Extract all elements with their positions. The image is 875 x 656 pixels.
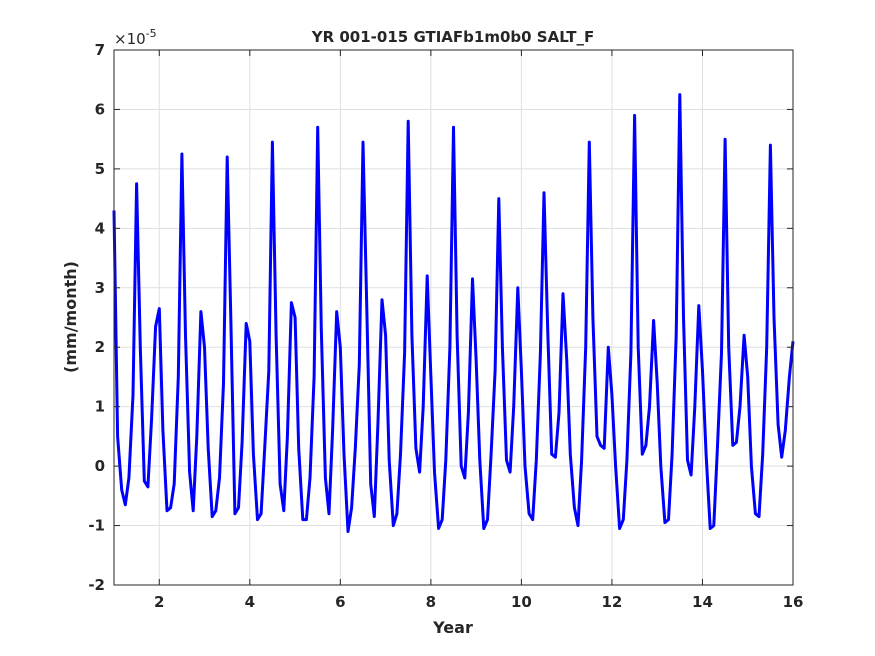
y-tick-label: 0 [95,457,105,475]
exponent-power: -5 [146,27,157,40]
chart-title: YR 001-015 GTIAFb1m0b0 SALT_F [311,28,595,46]
y-tick-labels: -2 -1 0 1 2 3 4 5 6 7 [88,41,105,594]
y-tick-label: 5 [95,160,105,178]
y-tick-label: 2 [95,338,105,356]
x-tick-label: 14 [692,593,713,611]
x-axis-label: Year [432,618,473,637]
y-tick-label: 7 [95,41,105,59]
x-tick-label: 12 [601,593,622,611]
y-axis-label: (mm/month) [61,261,80,373]
y-axis-exponent: ×10-5 [114,27,157,48]
x-tick-label: 10 [511,593,532,611]
series-layer [112,93,795,533]
x-tick-label: 6 [335,593,345,611]
exponent-base: ×10 [114,30,146,48]
x-tick-label: 4 [245,593,255,611]
y-tick-label: -1 [88,517,105,535]
y-tick-label: 4 [95,219,105,237]
y-tick-label: 6 [95,100,105,118]
x-tick-labels: 2 4 6 8 10 12 14 16 [154,593,803,611]
y-tick-label: 3 [95,279,105,297]
y-tick-label: -2 [88,576,105,594]
x-tick-label: 2 [154,593,164,611]
series-line [112,93,795,533]
plot-frame [113,49,794,586]
x-tick-label: 8 [426,593,436,611]
x-tick-label: 16 [783,593,804,611]
y-tick-label: 1 [95,398,105,416]
tick-marks [114,49,794,586]
